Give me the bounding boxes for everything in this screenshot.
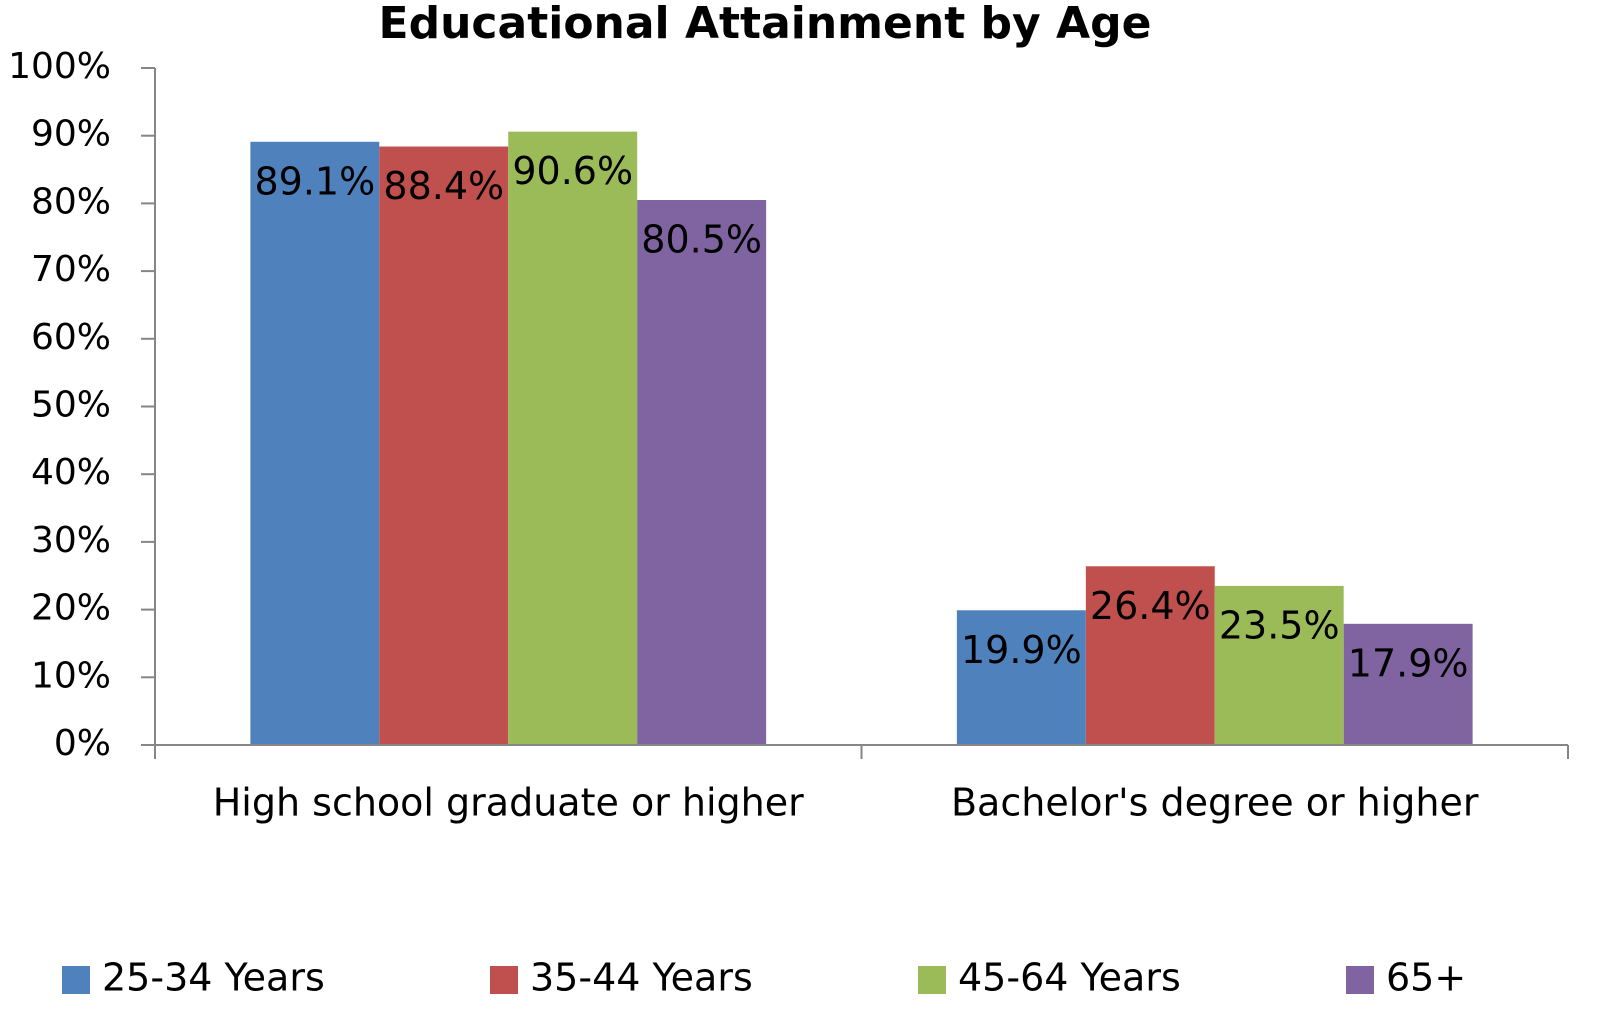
legend-swatch xyxy=(1346,966,1374,994)
value-label: 19.9% xyxy=(961,628,1082,672)
legend-swatch xyxy=(918,966,946,994)
bar xyxy=(250,141,380,746)
bar xyxy=(1343,623,1473,745)
x-tick-label: Bachelor's degree or higher xyxy=(951,781,1479,825)
x-tick-label: High school graduate or higher xyxy=(213,781,804,825)
legend-label: 35-44 Years xyxy=(530,956,753,1000)
value-label: 89.1% xyxy=(254,159,375,203)
bar xyxy=(1085,566,1215,745)
y-tick-label: 90% xyxy=(31,114,111,155)
legend-label: 25-34 Years xyxy=(102,956,325,1000)
bar xyxy=(379,146,509,746)
value-label: 90.6% xyxy=(512,149,633,193)
bar xyxy=(637,200,767,745)
y-tick-label: 80% xyxy=(31,181,111,222)
bar xyxy=(508,131,638,745)
legend-swatch xyxy=(490,966,518,994)
value-label: 26.4% xyxy=(1090,584,1211,628)
value-label: 88.4% xyxy=(383,164,504,208)
legend-label: 65+ xyxy=(1386,956,1466,1000)
bar xyxy=(1214,585,1344,745)
y-tick-label: 0% xyxy=(54,723,111,764)
legend-label: 45-64 Years xyxy=(958,956,1181,1000)
y-tick-label: 70% xyxy=(31,249,111,290)
bar xyxy=(956,610,1086,745)
y-tick-label: 100% xyxy=(8,46,111,87)
y-tick-label: 30% xyxy=(31,520,111,561)
value-label: 23.5% xyxy=(1219,603,1340,647)
y-tick-label: 10% xyxy=(31,655,111,696)
value-label: 80.5% xyxy=(641,218,762,262)
legend-swatch xyxy=(62,966,90,994)
y-tick-label: 60% xyxy=(31,317,111,358)
y-tick-label: 50% xyxy=(31,385,111,426)
value-label: 17.9% xyxy=(1348,641,1469,685)
y-tick-label: 40% xyxy=(31,452,111,493)
chart-title: Educational Attainment by Age xyxy=(379,0,1152,49)
y-tick-label: 20% xyxy=(31,588,111,629)
